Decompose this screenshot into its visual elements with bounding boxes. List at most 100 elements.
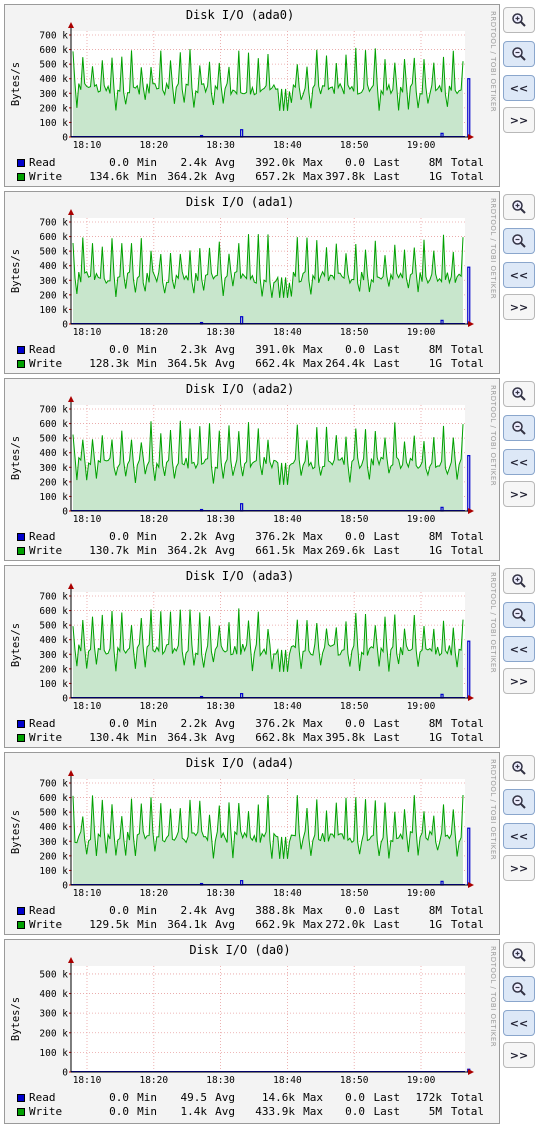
x-tick-label: 18:50 (340, 888, 369, 899)
legend-total-label: Total (450, 1091, 484, 1104)
x-tick-label: 18:20 (139, 140, 168, 151)
zoom-in-button[interactable] (503, 568, 535, 594)
zoom-in-icon (512, 948, 526, 962)
zoom-out-icon (512, 421, 526, 435)
prev-button[interactable]: << (503, 823, 535, 849)
legend-total-label: Total (450, 544, 484, 557)
legend-total-label: Total (450, 343, 484, 356)
next-button[interactable]: >> (503, 294, 535, 320)
legend-last-label: Last (373, 530, 401, 543)
zoom-out-icon (512, 608, 526, 622)
legend-min: 2.2k (180, 717, 208, 730)
zoom-out-button[interactable] (503, 976, 535, 1002)
legend-max-label: Max (303, 1105, 323, 1118)
graph-title: Disk I/O (ada2) (185, 382, 295, 396)
y-axis-label: Bytes/s (10, 62, 22, 106)
y-tick-label: 500 k (39, 434, 68, 445)
legend-last-label: Last (373, 544, 401, 557)
prev-button[interactable]: << (503, 75, 535, 101)
legend-last: 8M (428, 530, 442, 543)
legend-total-label: Total (450, 918, 484, 931)
x-tick-label: 18:30 (206, 514, 235, 525)
rrdtool-watermark: RRDTOOL / TOBI OETIKER (489, 198, 497, 300)
legend-max-label: Max (303, 904, 323, 917)
legend-last: 1G (428, 170, 442, 183)
legend-min-label: Min (137, 544, 157, 557)
legend-min-label: Min (137, 904, 157, 917)
graph-panel-ada0: Disk I/O (ada0) RRDTOOL / TOBI OETIKER 0 10… (4, 4, 500, 187)
prev-button[interactable]: << (503, 449, 535, 475)
zoom-in-button[interactable] (503, 755, 535, 781)
prev-button[interactable]: << (503, 636, 535, 662)
x-tick-label: 18:30 (206, 140, 235, 151)
legend-min: 364.3k (167, 731, 207, 744)
legend-max-label: Max (303, 170, 323, 183)
legend-max-label: Max (303, 731, 323, 744)
legend-swatch (17, 547, 25, 555)
y-tick-label: 600 k (39, 232, 68, 243)
legend-min: 364.1k (167, 918, 207, 931)
y-axis-label: Bytes/s (10, 997, 22, 1041)
prev-button[interactable]: << (503, 1010, 535, 1036)
legend-max-label: Max (303, 357, 323, 370)
legend-last: 8M (428, 717, 442, 730)
zoom-in-icon (512, 387, 526, 401)
legend-swatch (17, 921, 25, 929)
zoom-out-icon (512, 795, 526, 809)
zoom-in-icon (512, 761, 526, 775)
chart-ada2: 0 100 k 200 k 300 k 400 k 500 k 600 k 700 k 18:1… (10, 396, 474, 525)
legend-last-label: Last (373, 170, 401, 183)
zoom-in-button[interactable] (503, 194, 535, 220)
y-tick-label: 200 k (39, 290, 68, 301)
zoom-out-button[interactable] (503, 41, 535, 67)
y-axis-label: Bytes/s (10, 436, 22, 480)
graph-panel-ada3: Disk I/O (ada3) RRDTOOL / TOBI OETIKER 0 10… (4, 565, 500, 748)
rewind-label: << (509, 642, 529, 656)
legend-last: 8M (428, 156, 442, 169)
y-tick-label: 700 k (39, 779, 68, 790)
next-button[interactable]: >> (503, 855, 535, 881)
next-button[interactable]: >> (503, 107, 535, 133)
y-tick-label: 700 k (39, 218, 68, 229)
write-series-line (72, 794, 464, 859)
legend-swatch (17, 159, 25, 167)
legend-min-label: Min (137, 156, 157, 169)
x-tick-label: 18:40 (273, 514, 302, 525)
x-tick-label: 18:10 (73, 514, 102, 525)
chart-ada1: 0 100 k 200 k 300 k 400 k 500 k 600 k 700 k 18:1… (10, 209, 474, 338)
graph-title: Disk I/O (ada1) (185, 195, 295, 209)
zoom-in-button[interactable] (503, 942, 535, 968)
x-axis-arrow (468, 695, 474, 701)
legend-name: Read (29, 904, 56, 917)
legend-min-label: Min (137, 918, 157, 931)
x-tick-label: 19:00 (407, 888, 436, 899)
legend-max-label: Max (303, 918, 323, 931)
legend-avg: 376.2k (255, 530, 295, 543)
zoom-in-button[interactable] (503, 381, 535, 407)
legend-avg-label: Avg (215, 717, 235, 730)
y-tick-label: 0 (62, 133, 68, 144)
zoom-out-button[interactable] (503, 789, 535, 815)
x-tick-label: 19:00 (407, 327, 436, 338)
x-tick-label: 18:20 (139, 701, 168, 712)
next-button[interactable]: >> (503, 481, 535, 507)
x-tick-label: 18:10 (73, 140, 102, 151)
write-series-area (73, 420, 463, 511)
legend-avg: 376.2k (255, 717, 295, 730)
zoom-in-button[interactable] (503, 7, 535, 33)
x-tick-label: 18:40 (273, 701, 302, 712)
prev-button[interactable]: << (503, 262, 535, 288)
zoom-out-button[interactable] (503, 415, 535, 441)
zoom-out-button[interactable] (503, 228, 535, 254)
x-tick-label: 18:30 (206, 1075, 235, 1086)
y-tick-label: 500 k (39, 808, 68, 819)
legend-last: 1G (428, 918, 442, 931)
legend-avg: 14.6k (261, 1091, 295, 1104)
legend-row-read: Read 0.0 Min 2.4k Avg 388.8k Max 0.0 Last 8M Total (17, 904, 484, 917)
next-button[interactable]: >> (503, 668, 535, 694)
next-button[interactable]: >> (503, 1042, 535, 1068)
y-tick-label: 600 k (39, 419, 68, 430)
legend-cur: 0.0 (109, 530, 129, 543)
legend-last-label: Last (373, 717, 401, 730)
zoom-out-button[interactable] (503, 602, 535, 628)
